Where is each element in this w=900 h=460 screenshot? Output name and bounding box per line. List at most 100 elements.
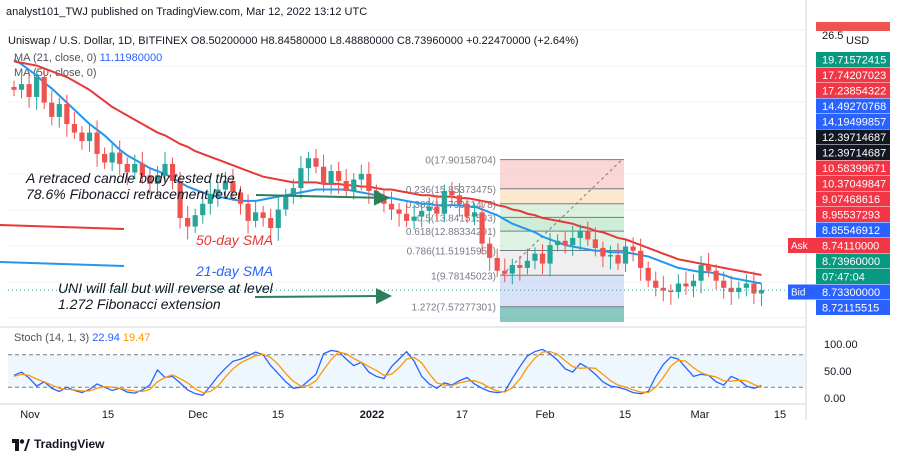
annotation-arrows — [254, 189, 392, 305]
candle-body — [698, 265, 704, 281]
candle-body — [230, 180, 236, 193]
price-tag-label: 12.39714687 — [822, 148, 886, 160]
candle-body — [245, 203, 251, 221]
price-axis-top-label: 26.5 — [822, 30, 843, 42]
price-tag — [816, 67, 890, 83]
ma50-line — [13, 60, 762, 276]
candle-body — [426, 206, 432, 211]
candle-body — [237, 192, 244, 204]
candle-body — [585, 230, 591, 240]
candle-body — [41, 77, 47, 103]
symbol-ohlc-line: Uniswap / U.S. Dollar, 1D, BITFINEX O8.5… — [8, 35, 579, 47]
price-tag — [816, 98, 890, 114]
price-tag-label: 17.23854322 — [822, 86, 886, 98]
stoch-title: Stoch (14, 1, 3) — [14, 332, 90, 344]
candle-body — [494, 257, 500, 271]
price-tag — [816, 238, 890, 253]
candle-body — [404, 213, 410, 221]
fib-annotation: A retraced candle body tested the 78.6% … — [26, 170, 241, 202]
candle-body — [562, 240, 568, 246]
candle-body — [215, 189, 221, 194]
candle-body — [268, 218, 274, 228]
candle-body — [79, 132, 85, 142]
time-axis-label: 15 — [619, 409, 631, 421]
candle-body — [207, 193, 213, 204]
fib-zone — [500, 275, 624, 307]
candle-body — [336, 171, 342, 181]
candle-body — [509, 265, 515, 274]
candle-body — [56, 104, 62, 117]
ma21-value: 11.11980000 — [99, 52, 163, 64]
candle-body — [109, 152, 115, 163]
time-axis-label: 15 — [102, 409, 114, 421]
candle-body — [638, 250, 644, 268]
candle-body — [668, 290, 674, 293]
candle-body — [690, 280, 697, 287]
currency-label: USD — [846, 35, 869, 47]
price-tag-label: 14.19499857 — [822, 117, 886, 129]
candle-body — [539, 253, 546, 264]
price-tag-side — [788, 284, 816, 300]
candle-body — [630, 246, 636, 251]
fib-level-label: 1(9.78145023) — [431, 271, 496, 282]
stoch-legend[interactable]: Stoch (14, 1, 3) 22.94 19.47 — [14, 332, 150, 344]
price-tag — [816, 191, 890, 207]
price-tag-label: 8.85546912 — [822, 225, 880, 237]
candle-body — [449, 190, 455, 196]
candle-body — [86, 132, 93, 142]
candle-body — [479, 212, 485, 244]
price-axis[interactable]: 26.5 USD 19.71572415 17.74207023 17.23854322… — [788, 0, 890, 420]
candle-body — [419, 210, 425, 217]
candle-body — [177, 180, 183, 219]
candle-body — [313, 158, 319, 167]
candle-body — [622, 246, 629, 264]
time-axis-label: Dec — [188, 409, 208, 421]
fibonacci-retracement[interactable]: 0(17.90158704)0.236(15.85373475)0.382(14… — [406, 156, 624, 322]
candle-body — [388, 203, 395, 210]
ma21-legend-line — [0, 261, 125, 267]
candle-body — [328, 171, 334, 184]
candle-body — [124, 163, 130, 173]
candle-body — [464, 203, 470, 217]
candles — [8, 67, 805, 307]
candle-body — [456, 195, 463, 204]
candle-body — [411, 216, 417, 221]
candle-body — [751, 283, 757, 294]
candle-body — [139, 163, 145, 176]
candle-body — [154, 175, 161, 184]
time-axis-label: 15 — [774, 409, 786, 421]
candle-body — [305, 158, 312, 169]
price-tag-label: 10.58399671 — [822, 163, 886, 175]
candle-body — [260, 212, 266, 219]
price-tag — [816, 253, 890, 269]
candle-body — [547, 245, 553, 264]
candle-body — [607, 255, 614, 257]
candle-body — [351, 179, 357, 191]
time-axis-label: 17 — [456, 409, 468, 421]
stoch-pane[interactable]: 100.00 50.00 0.00 — [8, 339, 858, 405]
tradingview-logo-icon — [12, 438, 30, 451]
price-tag — [816, 269, 890, 284]
stoch-y-tick: 100.00 — [824, 339, 858, 351]
stoch-k-value: 22.94 — [92, 332, 120, 344]
candle-body — [11, 86, 17, 90]
time-axis[interactable]: Nov 15 Dec 15 2022 17 Feb 15 Mar 15 — [20, 409, 786, 421]
candle-body — [532, 253, 538, 261]
ma21-legend[interactable]: MA (21, close, 0) 11.11980000 — [14, 52, 162, 64]
tradingview-logo[interactable]: TradingView — [12, 437, 104, 451]
candle-body — [18, 84, 25, 90]
price-tag-label: 8.95537293 — [822, 210, 880, 222]
price-tag-label: 07:47:04 — [822, 272, 865, 284]
candle-body — [26, 84, 32, 97]
price-tag-side-label: Ask — [791, 241, 809, 252]
price-tag-label: 8.74110000 — [822, 241, 879, 253]
candle-body — [645, 267, 651, 281]
candle-body — [192, 215, 198, 227]
fib-level-label: 0.618(12.88334291) — [406, 227, 496, 238]
candle-body — [517, 265, 523, 268]
candle-body — [736, 287, 742, 293]
price-tag — [816, 129, 890, 145]
candle-body — [487, 243, 493, 258]
time-axis-label: Mar — [691, 409, 710, 421]
